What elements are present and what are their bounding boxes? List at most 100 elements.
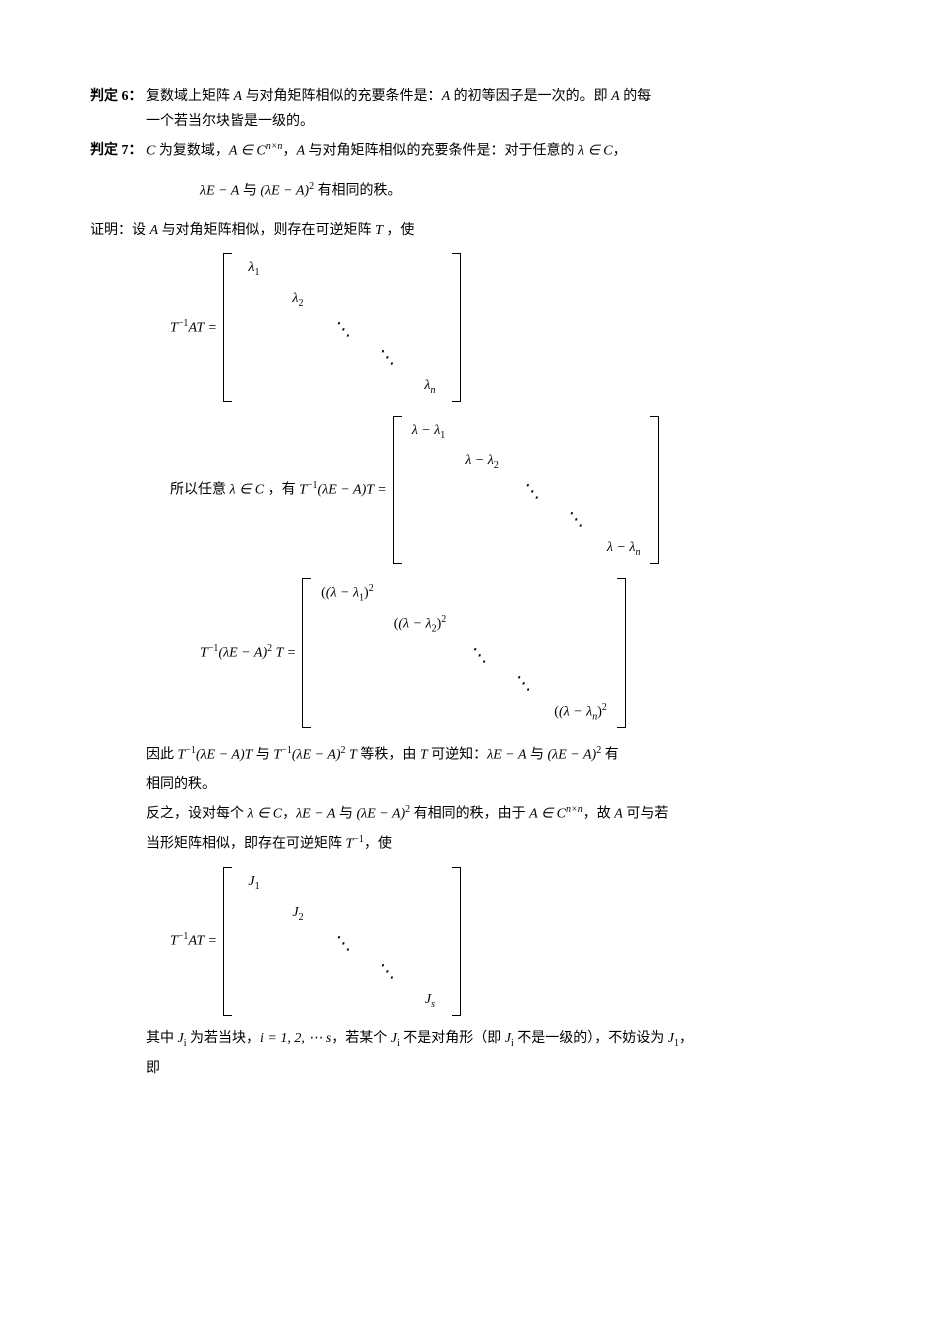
var-T: T xyxy=(170,934,178,949)
text: 反之，设对每个 xyxy=(146,807,248,822)
var-A: A xyxy=(150,223,159,238)
expr: AT = xyxy=(188,320,217,335)
text: 即 xyxy=(146,1061,160,1076)
ddots: ⋱ xyxy=(364,343,408,371)
text: 当形矩阵相似，即存在可逆矩阵 xyxy=(146,837,346,852)
sub: 1 xyxy=(255,881,260,892)
theorem-7-body: C 为复数域，A ∈ Cn×n，A 与对角矩阵相似的充要条件是：对于任意的 λ … xyxy=(146,138,860,164)
expr-laminC: λ ∈ C xyxy=(578,144,613,159)
text: 复数域上矩阵 xyxy=(146,89,234,104)
expr-AinC: A ∈ C xyxy=(229,144,266,159)
conclusion-1-cont: 相同的秩。 xyxy=(90,772,860,797)
cell: λ − λ xyxy=(607,540,636,555)
text: 证明：设 xyxy=(90,223,150,238)
sup-2: 2 xyxy=(441,614,446,625)
sup-neg1: −1 xyxy=(178,931,189,942)
matrix-body: λ1 λ2 ⋱ ⋱ λn xyxy=(232,253,452,401)
sub: n xyxy=(635,547,640,558)
text: 为若当块， xyxy=(187,1031,261,1046)
text: ，故 xyxy=(583,807,615,822)
text: ，使 xyxy=(383,223,415,238)
ddots: ⋱ xyxy=(456,641,500,669)
text: ， xyxy=(679,1031,693,1046)
expr: (λE − A) xyxy=(292,748,341,763)
text: 与 xyxy=(252,748,273,763)
expr: λE − A xyxy=(487,748,526,763)
text: 相同的秩。 xyxy=(146,777,216,792)
matrix-diag-J: J1 J2 ⋱ ⋱ Js xyxy=(223,867,461,1015)
last-line-end: 即 xyxy=(90,1056,860,1081)
text: 与 xyxy=(239,184,260,199)
text: 因此 xyxy=(146,748,178,763)
text: 可与若 xyxy=(623,807,669,822)
cell: (λ − λ xyxy=(398,617,431,632)
sub: 2 xyxy=(299,912,304,923)
text: 有 xyxy=(601,748,619,763)
text: 所以任意 xyxy=(170,483,230,498)
bracket-left xyxy=(393,416,402,564)
expr: (λE − A)T xyxy=(196,748,252,763)
sup-nxn: n×n xyxy=(566,804,583,815)
bracket-right xyxy=(452,867,461,1015)
expr: (λE − A) xyxy=(260,184,309,199)
theorem-6-body: 复数域上矩阵 A 与对角矩阵相似的充要条件是：A 的初等因子是一次的。即 A 的… xyxy=(146,84,860,134)
theorem-7: 判定 7： C 为复数域，A ∈ Cn×n，A 与对角矩阵相似的充要条件是：对于… xyxy=(90,138,860,164)
var-T: T xyxy=(170,320,178,335)
var-T: T xyxy=(200,646,208,661)
equation-4: T−1AT = J1 J2 ⋱ ⋱ Js xyxy=(90,863,860,1019)
expr: λE − A xyxy=(200,184,239,199)
text: 有相同的秩，由于 xyxy=(410,807,529,822)
sub: 2 xyxy=(494,460,499,471)
eq1-lhs: T−1AT = xyxy=(170,315,223,341)
bracket-right xyxy=(650,416,659,564)
ddots: ⋱ xyxy=(509,477,553,505)
text: 不是一级的），不妨设为 xyxy=(514,1031,668,1046)
theorem-6-label: 判定 6： xyxy=(90,84,146,134)
text: ， xyxy=(282,144,296,159)
text: ， xyxy=(613,144,627,159)
text: 可逆知： xyxy=(428,748,488,763)
converse-cont: 当形矩阵相似，即存在可逆矩阵 T−1，使 xyxy=(90,831,860,857)
eq3-lhs: T−1(λE − A)2 T = xyxy=(200,640,302,666)
ddots: ⋱ xyxy=(320,929,364,957)
sup-neg1: −1 xyxy=(208,643,219,654)
expr: T xyxy=(346,748,357,763)
ddots: ⋱ xyxy=(500,669,544,697)
var-T: T xyxy=(375,223,383,238)
var-A: A xyxy=(442,89,451,104)
expr: A ∈ C xyxy=(529,807,566,822)
text: ， xyxy=(282,807,296,822)
bracket-right xyxy=(617,578,626,728)
proof-head: 证明：设 A 与对角矩阵相似，则存在可逆矩阵 T ，使 xyxy=(90,218,860,243)
bracket-left xyxy=(223,867,232,1015)
sup-neg1: −1 xyxy=(307,480,318,491)
expr: (λE − A)T = xyxy=(318,483,387,498)
eq4-lhs: T−1AT = xyxy=(170,928,223,954)
text: 一个若当尔块皆是一级的。 xyxy=(146,114,314,129)
text: 为复数域， xyxy=(155,144,229,159)
var-T: T xyxy=(420,748,428,763)
equation-2: 所以任意 λ ∈ C ，有 T−1(λE − A)T = λ − λ1 λ − … xyxy=(90,412,860,568)
cell: (λ − λ xyxy=(326,586,359,601)
converse: 反之，设对每个 λ ∈ C，λE − A 与 (λE − A)2 有相同的秩，由… xyxy=(90,801,860,827)
text: ，有 xyxy=(264,483,299,498)
sup-neg1: −1 xyxy=(178,318,189,329)
var-A: A xyxy=(611,89,620,104)
text: 不是对角形（即 xyxy=(400,1031,505,1046)
var-C: C xyxy=(146,144,155,159)
theorem-7-label: 判定 7： xyxy=(90,138,146,164)
text: 其中 xyxy=(146,1031,178,1046)
var-A: A xyxy=(296,144,305,159)
text: 的初等因子是一次的。即 xyxy=(450,89,611,104)
expr: λE − A xyxy=(296,807,335,822)
text: 与对角矩阵相似，则存在可逆矩阵 xyxy=(158,223,375,238)
expr: (λE − A) xyxy=(548,748,597,763)
expr: λ ∈ C xyxy=(230,483,265,498)
last-line: 其中 Ji 为若当块，i = 1, 2, ⋯ s，若某个 Ji 不是对角形（即 … xyxy=(90,1026,860,1053)
text: 与对角矩阵相似的充要条件是：对于任意的 xyxy=(305,144,578,159)
matrix-body: λ − λ1 λ − λ2 ⋱ ⋱ λ − λn xyxy=(402,416,651,564)
sup-neg1: −1 xyxy=(185,745,196,756)
text: 的每 xyxy=(620,89,652,104)
matrix-diag-lambda-minus: λ − λ1 λ − λ2 ⋱ ⋱ λ − λn xyxy=(393,416,660,564)
conclusion-1: 因此 T−1(λE − A)T 与 T−1(λE − A)2 T 等秩，由 T … xyxy=(90,742,860,768)
